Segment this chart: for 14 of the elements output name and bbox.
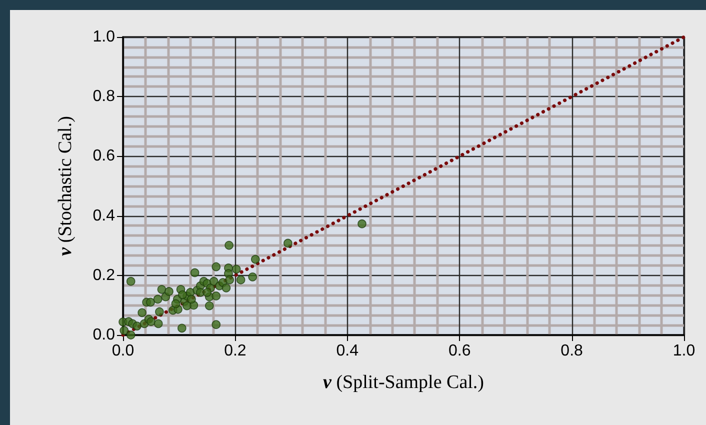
x-tick-label: 0.0 bbox=[112, 342, 134, 360]
x-tick-label: 0.6 bbox=[448, 342, 471, 360]
x-tick-label: 0.2 bbox=[224, 342, 246, 360]
y-tick-label: 1.0 bbox=[92, 28, 116, 46]
y-axis-title: v (Stochastic Cal.) bbox=[55, 116, 76, 256]
y-tick-label: 0.8 bbox=[92, 88, 116, 106]
x-tick-label: 0.8 bbox=[560, 342, 584, 360]
y-tick-label: 0.4 bbox=[92, 207, 116, 224]
y-tick-label: 0.6 bbox=[92, 148, 116, 165]
y-tick-label: 0.0 bbox=[92, 326, 116, 344]
y-tick-label: 0.2 bbox=[92, 266, 116, 284]
x-tick-label: 1.0 bbox=[672, 342, 696, 360]
x-axis-title: v (Split-Sample Cal.) bbox=[323, 372, 484, 393]
x-tick-label: 0.4 bbox=[336, 342, 359, 360]
